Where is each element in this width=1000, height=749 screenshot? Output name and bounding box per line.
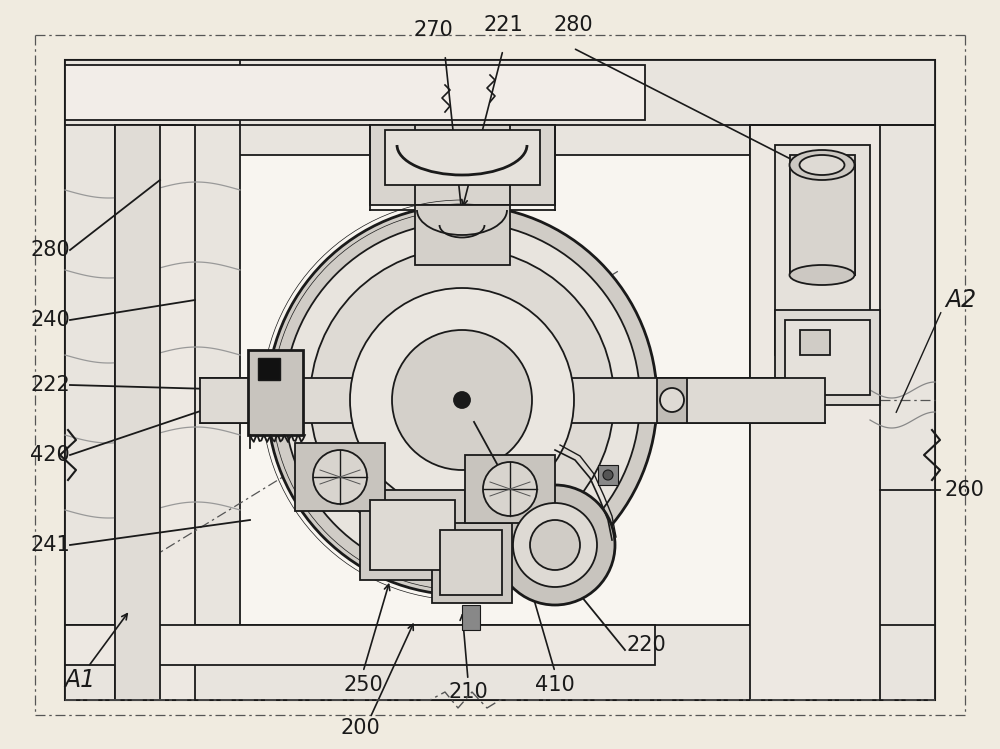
Circle shape: [267, 205, 657, 595]
Text: 220: 220: [627, 635, 667, 655]
Text: 222: 222: [30, 375, 70, 395]
Bar: [462, 605, 480, 630]
Text: A1: A1: [64, 668, 96, 692]
Circle shape: [513, 503, 597, 587]
Circle shape: [483, 462, 537, 516]
Circle shape: [660, 388, 684, 412]
Text: 410: 410: [535, 675, 575, 695]
Circle shape: [495, 485, 615, 605]
Text: 280: 280: [30, 240, 70, 260]
Bar: [800, 330, 830, 355]
Text: 240: 240: [30, 310, 70, 330]
Circle shape: [284, 222, 640, 578]
Bar: [657, 378, 687, 423]
Text: 200: 200: [340, 718, 380, 738]
Bar: [385, 130, 540, 185]
Text: 241: 241: [30, 535, 70, 555]
Circle shape: [313, 450, 367, 504]
Bar: [65, 625, 655, 665]
Bar: [790, 155, 855, 275]
Bar: [65, 60, 935, 700]
Text: 420: 420: [30, 445, 70, 465]
Bar: [750, 125, 935, 700]
Circle shape: [350, 288, 574, 512]
Circle shape: [603, 470, 613, 480]
Text: 270: 270: [413, 20, 453, 40]
Text: A2: A2: [945, 288, 976, 312]
Bar: [65, 60, 935, 155]
Bar: [65, 65, 645, 120]
Ellipse shape: [790, 265, 854, 285]
Bar: [258, 358, 280, 380]
Bar: [200, 378, 825, 423]
Circle shape: [310, 248, 614, 552]
Bar: [115, 125, 195, 700]
Text: 210: 210: [448, 682, 488, 702]
Bar: [775, 310, 880, 405]
Bar: [440, 530, 502, 595]
Bar: [465, 455, 555, 523]
Circle shape: [454, 392, 470, 408]
Circle shape: [392, 330, 532, 470]
Ellipse shape: [800, 155, 844, 175]
Bar: [750, 125, 880, 700]
Text: 280: 280: [553, 15, 593, 35]
Bar: [370, 125, 555, 205]
Bar: [295, 443, 385, 511]
Bar: [775, 145, 870, 355]
Bar: [65, 60, 240, 700]
Text: 221: 221: [483, 15, 523, 35]
Text: 260: 260: [945, 480, 985, 500]
Bar: [598, 465, 618, 485]
Bar: [248, 350, 303, 435]
Bar: [415, 205, 510, 265]
Text: 250: 250: [343, 675, 383, 695]
Bar: [360, 490, 465, 580]
Bar: [370, 500, 455, 570]
Bar: [785, 320, 870, 395]
Circle shape: [530, 520, 580, 570]
Bar: [65, 625, 935, 700]
Bar: [432, 523, 512, 603]
Bar: [115, 125, 160, 700]
Ellipse shape: [790, 150, 854, 180]
